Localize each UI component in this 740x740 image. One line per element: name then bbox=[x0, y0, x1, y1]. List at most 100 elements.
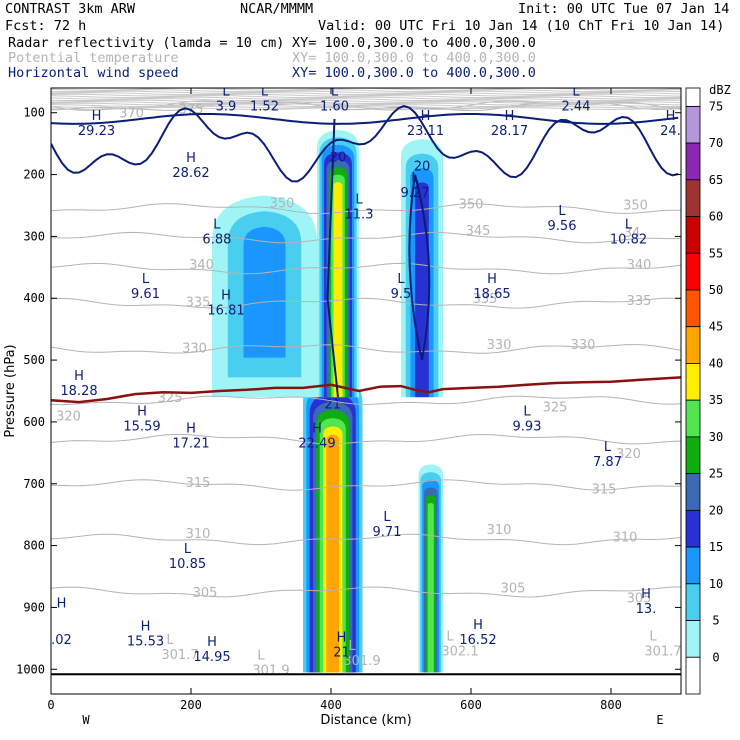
colorbar-swatch-20 bbox=[685, 509, 701, 548]
colorbar-top-cap bbox=[685, 87, 701, 107]
wind-extremum-high-27: H bbox=[141, 619, 151, 634]
theta-stratosphere-line-8 bbox=[51, 99, 681, 103]
wind-extremum-low-24: L bbox=[383, 510, 391, 525]
colorbar-label-50: 50 bbox=[709, 283, 723, 297]
wind-extremum-low-12: L bbox=[558, 204, 566, 219]
surface-theta-label-1: 301.9 bbox=[252, 663, 289, 678]
wind-speed-value-27: 15.53 bbox=[127, 634, 164, 649]
colorbar-swatch-60 bbox=[685, 216, 701, 254]
colorbar-swatch-10 bbox=[685, 583, 701, 621]
reflectivity-cell-3-level-20 bbox=[415, 182, 429, 398]
org-label: NCAR/MMMM bbox=[240, 1, 314, 17]
theta-label-21: 310 bbox=[186, 527, 211, 542]
wind-speed-value-1: 28.62 bbox=[172, 166, 209, 181]
y-tick-label-500: 500 bbox=[23, 353, 45, 367]
colorbar-label-70: 70 bbox=[709, 136, 723, 150]
wind-extremum-high-8: H bbox=[505, 109, 515, 124]
theta-label-20: 315 bbox=[592, 483, 617, 498]
surface-theta-label-4: 301.7 bbox=[644, 645, 681, 660]
wind-extremum-high-31: H bbox=[57, 596, 67, 611]
theta-label-12: 330 bbox=[182, 342, 207, 357]
init-label: Init: 00 UTC Tue 07 Jan 14 bbox=[518, 1, 730, 17]
theta-isoline-335 bbox=[51, 297, 681, 309]
wind-speed-value-21: 22.49 bbox=[298, 436, 335, 451]
wind-extremum-low-23: L bbox=[604, 440, 612, 455]
wind-speed-value-26: 13. bbox=[636, 602, 657, 617]
wind-extremum-high-0: H bbox=[92, 109, 102, 124]
theta-label-8: 340 bbox=[627, 258, 652, 273]
colorbar-label-5: 5 bbox=[712, 614, 719, 628]
wind-extremum-low-16: L bbox=[397, 272, 405, 287]
y-tick-label-900: 900 bbox=[23, 600, 45, 614]
x-end-label-east: E bbox=[656, 713, 663, 727]
y-tick-label-300: 300 bbox=[23, 229, 45, 243]
theta-stratosphere-line-6 bbox=[51, 96, 681, 100]
wind-speed-value-8: 28.17 bbox=[491, 124, 528, 139]
theta-isoline-340 bbox=[51, 262, 681, 275]
x-end-label-west: W bbox=[82, 713, 90, 727]
field-reflectivity-xy: XY= 100.0,300.0 to 400.0,300.0 bbox=[292, 35, 536, 51]
wind-extremum-high-28: H bbox=[207, 635, 217, 650]
theta-label-5: 345 bbox=[466, 224, 491, 239]
wind-speed-value-23: 7.87 bbox=[593, 455, 622, 470]
wind-speed-value-20: 17.21 bbox=[172, 436, 209, 451]
wind-extremum-high-1: H bbox=[186, 151, 196, 166]
wind-extremum-low-3: L bbox=[261, 84, 269, 99]
wind-extremum-high-7: H bbox=[421, 109, 431, 124]
theta-label-16: 325 bbox=[543, 400, 568, 415]
theta-label-3: 350 bbox=[459, 198, 484, 213]
theta-label-15: 325 bbox=[158, 391, 183, 406]
field-wind-name: Horizontal wind speed bbox=[8, 65, 179, 81]
theta-stratosphere-line-10 bbox=[51, 102, 681, 106]
y-tick-label-100: 100 bbox=[23, 106, 45, 120]
wind-extremum-high-21: H bbox=[312, 421, 322, 436]
surface-low-marker-4: L bbox=[649, 630, 657, 645]
colorbar-label-35: 35 bbox=[709, 393, 723, 407]
wind-extremum-low-4: L bbox=[331, 84, 339, 99]
colorbar-label-40: 40 bbox=[709, 356, 723, 370]
theta-label-18: 320 bbox=[616, 447, 641, 462]
surface-low-marker-3: L bbox=[446, 630, 454, 645]
wind-speed-value-0: 29.23 bbox=[78, 124, 115, 139]
y-tick-label-800: 800 bbox=[23, 539, 45, 553]
colorbar-label-20: 20 bbox=[709, 503, 723, 517]
wind-speed-value-32: .02 bbox=[51, 633, 72, 648]
x-tick-label-200: 200 bbox=[180, 698, 202, 712]
theta-stratosphere-line-1 bbox=[51, 89, 681, 93]
y-tick-label-600: 600 bbox=[23, 415, 45, 429]
theta-label-23: 310 bbox=[613, 530, 638, 545]
colorbar-label-60: 60 bbox=[709, 210, 723, 224]
surface-theta-label-2: 301.9 bbox=[343, 654, 380, 669]
wind-speed-value-5: 11.3 bbox=[345, 208, 374, 223]
wind-speed-value-30: 16.52 bbox=[459, 633, 496, 648]
field-theta-name: Potential temperature bbox=[8, 50, 179, 66]
colorbar-swatch-50 bbox=[685, 289, 701, 328]
x-tick-label-800: 800 bbox=[600, 698, 622, 712]
wind-speed-value-7: 23.11 bbox=[407, 124, 444, 139]
theta-stratosphere-line-11 bbox=[51, 104, 681, 107]
wind-speed-value-29: 21 bbox=[333, 645, 350, 660]
colorbar-label-0: 0 bbox=[712, 650, 719, 664]
theta-label-24: 305 bbox=[193, 586, 218, 601]
wind-extremum-high-17: H bbox=[487, 272, 497, 287]
theta-label-22: 310 bbox=[487, 523, 512, 538]
theta-isoline-330 bbox=[51, 344, 681, 354]
wind-speed-value-4: 1.60 bbox=[320, 99, 349, 114]
wind-extremum-low-5: L bbox=[355, 193, 363, 208]
colorbar-label-10: 10 bbox=[709, 577, 723, 591]
reflectivity-cell-1-level-15 bbox=[243, 226, 286, 358]
wind-speed-value-24: 9.71 bbox=[373, 525, 402, 540]
colorbar-unit-label: dBZ bbox=[709, 83, 731, 97]
wind-extremum-low-13: L bbox=[625, 217, 633, 232]
wind-extremum-high-20: H bbox=[186, 421, 196, 436]
colorbar-swatch-35 bbox=[685, 399, 701, 438]
colorbar-swatch-65 bbox=[685, 179, 701, 217]
theta-label-6: 34 bbox=[624, 226, 641, 241]
theta-label-14: 330 bbox=[571, 338, 596, 353]
wind-speed-value-22: 9.93 bbox=[513, 420, 542, 435]
theta-stratosphere-line-3 bbox=[51, 92, 681, 96]
y-tick-label-1000: 1000 bbox=[16, 662, 45, 676]
colorbar-swatch-75 bbox=[685, 105, 701, 144]
